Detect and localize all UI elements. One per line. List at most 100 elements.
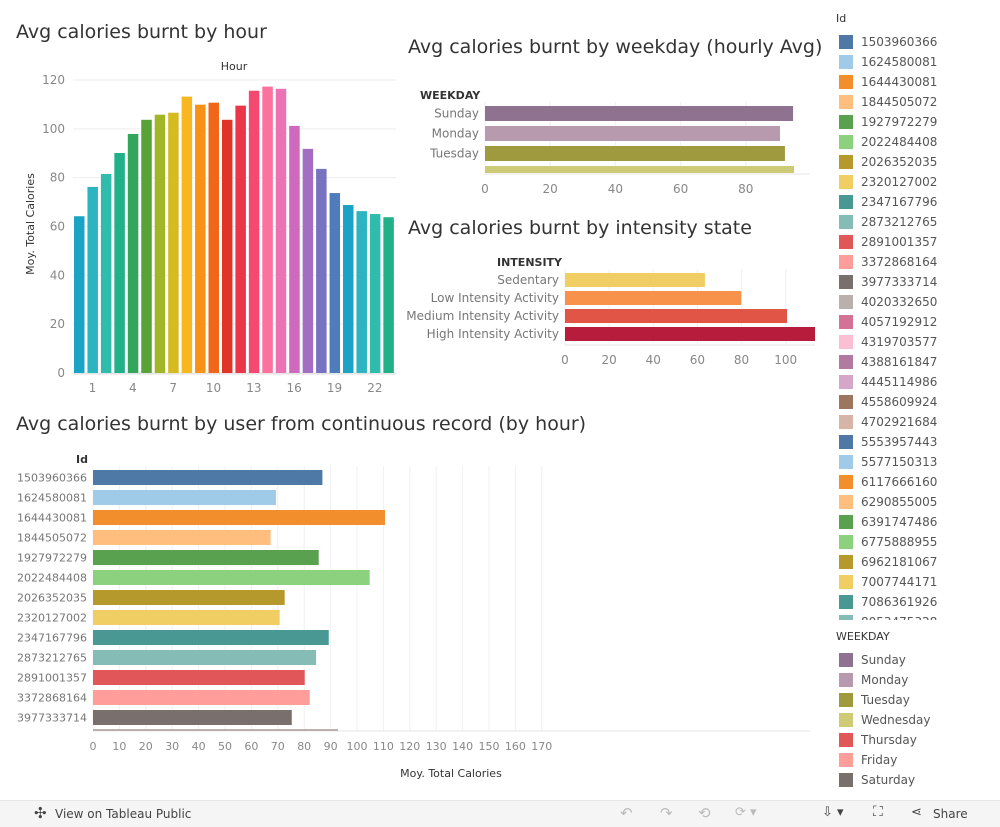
id-legend-item[interactable]: 1644430081 [836,72,1000,92]
id-legend[interactable]: Id 1503960366 1624580081 1644430081 1844505… [836,12,1000,620]
id-legend-item[interactable]: 3372868164 [836,252,1000,272]
id-legend-item[interactable]: 4702921684 [836,412,1000,432]
user-bar [93,690,310,705]
id-legend-item[interactable]: 1844505072 [836,92,1000,112]
x-tick-label: 10 [206,381,221,395]
bar-hour-16 [289,125,300,373]
x-axis-title: Moy. Total Calories [400,767,502,780]
legend-label: 3977333714 [861,275,938,289]
tableau-logo-icon[interactable]: ✣ [34,804,47,822]
x-tick-label: 20 [139,740,153,753]
id-legend-item[interactable]: 1927972279 [836,112,1000,132]
legend-label: 7007744171 [861,575,938,589]
legend-label: 6290855005 [861,495,938,509]
x-tick-label: 120 [399,740,420,753]
id-legend-item[interactable]: 2022484408 [836,132,1000,152]
id-legend-item[interactable]: 2347167796 [836,192,1000,212]
share-icon[interactable]: ⋖ [911,805,922,820]
x-tick-label: 80 [734,353,749,367]
download-icon[interactable]: ⇩ ▾ [822,805,844,820]
legend-label: 5553957443 [861,435,938,449]
id-legend-item[interactable]: 6117666160 [836,472,1000,492]
id-legend-item[interactable]: 1624580081 [836,52,1000,72]
intensity-header: INTENSITY [497,256,563,269]
weekday-legend-item[interactable]: Saturday [836,770,1000,790]
id-legend-item[interactable]: 2026352035 [836,152,1000,172]
bar-hour-3 [114,153,125,373]
weekday-legend-item[interactable]: Monday [836,670,1000,690]
weekday-bar [485,146,785,161]
view-on-tableau-link[interactable]: View on Tableau Public [55,807,192,821]
legend-label: 3372868164 [861,255,938,269]
id-legend-item[interactable]: 7007744171 [836,572,1000,592]
id-legend-item[interactable]: 4057192912 [836,312,1000,332]
x-tick-label: 160 [505,740,526,753]
bar-hour-5 [141,119,152,373]
id-legend-item[interactable]: 2873212765 [836,212,1000,232]
color-swatch [839,335,853,349]
undo-icon[interactable]: ↶ [620,804,633,822]
id-legend-item[interactable]: 6962181067 [836,552,1000,572]
weekday-legend-item[interactable]: Sunday [836,650,1000,670]
legend-label: Tuesday [861,693,910,707]
legend-label: 2347167796 [861,195,938,209]
id-legend-item[interactable]: 3977333714 [836,272,1000,292]
legend-label: 8053475328 [861,615,937,620]
legend-label: Monday [861,673,909,687]
id-legend-item[interactable]: 5553957443 [836,432,1000,452]
id-legend-item[interactable]: 8053475328 [836,612,1000,620]
legend-label: 4445114986 [861,375,938,389]
id-legend-item[interactable]: 6391747486 [836,512,1000,532]
x-tick-label: 19 [327,381,342,395]
id-legend-item[interactable]: 7086361926 [836,592,1000,612]
id-legend-item[interactable]: 6775888955 [836,532,1000,552]
id-legend-item[interactable]: 6290855005 [836,492,1000,512]
color-swatch [839,435,853,449]
weekday-legend-item[interactable]: Tuesday [836,690,1000,710]
weekday-legend-item[interactable]: Friday [836,750,1000,770]
revert-icon[interactable]: ⟲ [698,804,711,822]
id-legend-item[interactable]: 4388161847 [836,352,1000,372]
weekday-header: WEEKDAY [420,89,481,102]
id-legend-item[interactable]: 2891001357 [836,232,1000,252]
bar-hour-9 [195,104,206,374]
bar-hour-6 [154,114,166,374]
legend-label: Wednesday [861,713,931,727]
color-swatch [839,773,853,787]
user-bar [93,470,323,485]
color-swatch [839,615,853,620]
id-legend-item[interactable]: 4445114986 [836,372,1000,392]
x-tick-label: 40 [646,353,661,367]
weekday-legend[interactable]: WEEKDAY Sunday Monday Tuesday Wednesday Thur… [836,630,1000,790]
color-swatch [839,315,853,329]
legend-label: 1927972279 [861,115,938,129]
bar-hour-11 [221,119,233,373]
x-tick-label: 16 [287,381,302,395]
user-bar [93,670,305,685]
id-legend-item[interactable]: 1503960366 [836,32,1000,52]
weekday-legend-item[interactable]: Wednesday [836,710,1000,730]
user-bar [93,590,285,605]
y-axis-title: Moy. Total Calories [24,173,37,275]
id-legend-item[interactable]: 2320127002 [836,172,1000,192]
refresh-icon[interactable]: ⟳ ▾ [735,805,757,820]
share-button[interactable]: Share [933,807,968,821]
id-legend-item[interactable]: 4020332650 [836,292,1000,312]
user-bar [93,490,276,505]
user-chart-title: Avg calories burnt by user from continuo… [16,413,587,435]
tableau-toolbar: ✣ View on Tableau Public ↶ ↷ ⟲ ⟳ ▾ ⇩ ▾ ⛶… [0,800,1000,827]
user-bar [93,610,280,625]
id-legend-item[interactable]: 5577150313 [836,452,1000,472]
weekday-legend-item[interactable]: Thursday [836,730,1000,750]
weekday-category-label: Tuesday [429,147,479,161]
redo-icon[interactable]: ↷ [660,804,673,822]
bar-hour-18 [316,168,327,373]
fullscreen-icon[interactable]: ⛶ [873,804,883,820]
id-legend-item[interactable]: 4319703577 [836,332,1000,352]
id-legend-item[interactable]: 4558609924 [836,392,1000,412]
user-category-label: 2873212765 [17,652,87,665]
user-bar [93,570,370,585]
intensity-category-label: High Intensity Activity [427,327,559,341]
color-swatch [839,753,853,767]
